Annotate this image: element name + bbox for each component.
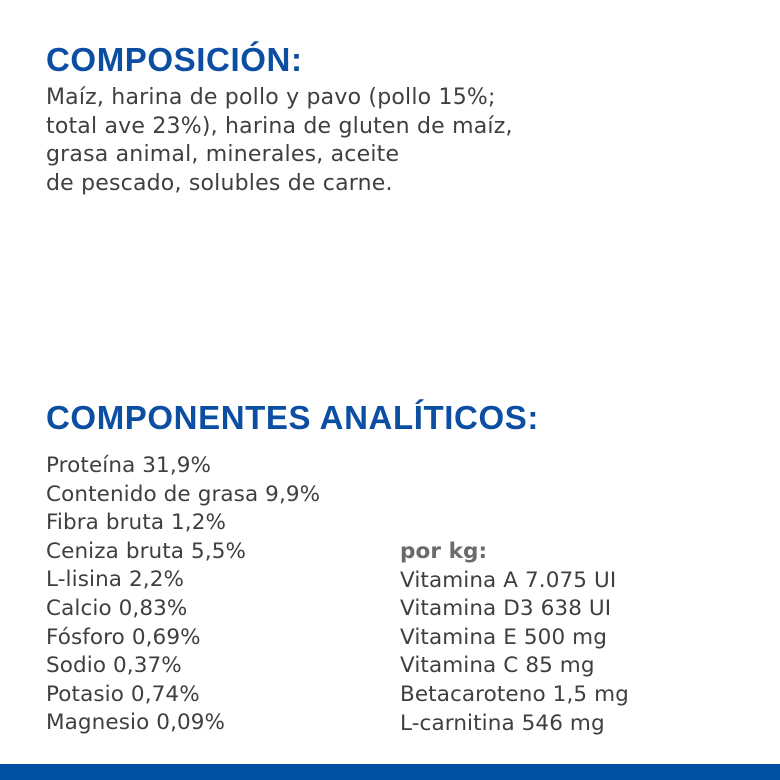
analytical-item: Calcio 0,83% xyxy=(46,595,188,621)
composition-line: Maíz, harina de pollo y pavo (pollo 15%; xyxy=(46,85,496,110)
analytical-item: Contenido de grasa 9,9% xyxy=(46,481,321,507)
analytical-item: Sodio 0,37% xyxy=(46,653,182,679)
analytical-item: Magnesio 0,09% xyxy=(46,710,226,736)
analytical-components-heading: COMPONENTES ANALÍTICOS: xyxy=(46,399,539,436)
per-kg-item: Vitamina A 7.075 UI xyxy=(400,567,617,593)
analytical-item: Ceniza bruta 5,5% xyxy=(46,538,247,564)
analytical-item: Fibra bruta 1,2% xyxy=(46,510,227,536)
analytical-item: Fósforo 0,69% xyxy=(46,624,201,650)
analytical-item: L-lisina 2,2% xyxy=(46,567,185,593)
composition-line: total ave 23%), harina de gluten de maíz… xyxy=(46,113,513,139)
per-kg-item: Betacaroteno 1,5 mg xyxy=(400,681,629,707)
composition-heading: COMPOSICIÓN: xyxy=(46,41,303,78)
footer-bar xyxy=(0,764,780,780)
per-kg-list: por kg: Vitamina A 7.075 UI Vitamina D3 … xyxy=(400,538,629,738)
analytical-list: Proteína 31,9% Contenido de grasa 9,9% F… xyxy=(46,452,320,738)
composition-text: Maíz, harina de pollo y pavo (pollo 15%;… xyxy=(46,84,513,198)
composition-line: de pescado, solubles de carne. xyxy=(46,170,393,196)
per-kg-item: Vitamina E 500 mg xyxy=(400,624,607,650)
analytical-item: Proteína 31,9% xyxy=(46,453,212,478)
per-kg-item: Vitamina D3 638 UI xyxy=(400,596,612,622)
analytical-item: Potasio 0,74% xyxy=(46,681,200,707)
per-kg-item: Vitamina C 85 mg xyxy=(400,653,595,679)
per-kg-label: por kg: xyxy=(400,539,488,564)
per-kg-item: L-carnitina 546 mg xyxy=(400,710,605,736)
composition-line: grasa animal, minerales, aceite xyxy=(46,142,400,167)
